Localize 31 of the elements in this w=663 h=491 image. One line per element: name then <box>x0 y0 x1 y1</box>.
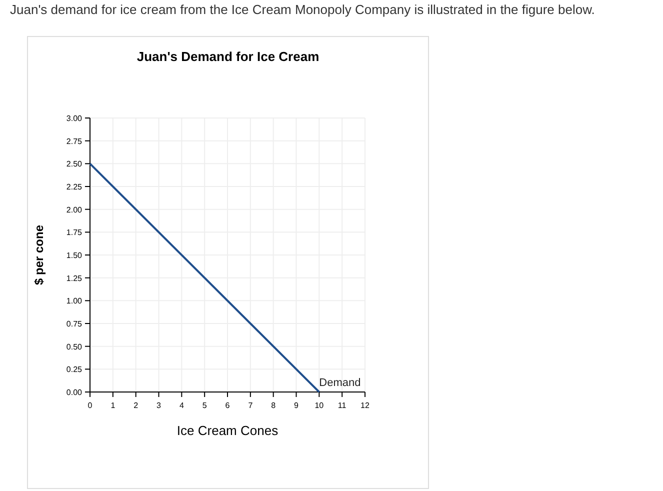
x-tick-label: 0 <box>88 401 93 410</box>
y-tick-label: 2.75 <box>66 136 83 146</box>
y-tick-label: 3.00 <box>66 114 83 123</box>
x-tick-label: 11 <box>338 401 347 410</box>
y-tick-label: 1.50 <box>66 251 83 260</box>
y-tick-label: 2.50 <box>66 160 83 169</box>
y-tick-label: 0.50 <box>66 342 83 352</box>
x-tick-label: 10 <box>314 401 324 410</box>
y-tick-label: 0.25 <box>66 365 83 374</box>
y-tick-label: 2.00 <box>66 205 83 214</box>
y-tick-label: 1.00 <box>66 296 83 306</box>
x-tick-label: 6 <box>225 401 230 410</box>
x-tick-label: 5 <box>202 401 208 410</box>
x-tick-label: 3 <box>156 401 162 410</box>
text: Juan's demand for ice cream from the Ice Cream Monopoly Company is illustrated in the figure below. <box>10 2 595 17</box>
y-tick-label: 1.75 <box>66 228 83 238</box>
x-tick-label: 12 <box>360 401 370 410</box>
x-tick-label: 8 <box>271 401 276 410</box>
x-axis-title: Ice Cream Cones <box>176 423 279 438</box>
x-tick-label: 4 <box>179 401 184 410</box>
y-tick-label: 0.75 <box>66 320 83 328</box>
x-tick-label: 9 <box>294 401 300 410</box>
y-axis-title: $ per cone <box>32 224 46 286</box>
series-label: Demand <box>319 377 361 389</box>
y-tick-label: 2.25 <box>66 182 83 192</box>
chart-title: Juan's Demand for Ice Cream <box>136 49 320 64</box>
x-tick-label: 2 <box>134 401 139 410</box>
x-tick-label: 1 <box>110 401 116 410</box>
y-tick-label: 1.25 <box>66 274 83 283</box>
y-tick-label: 0.00 <box>66 388 83 397</box>
x-tick-label: 7 <box>248 401 254 410</box>
